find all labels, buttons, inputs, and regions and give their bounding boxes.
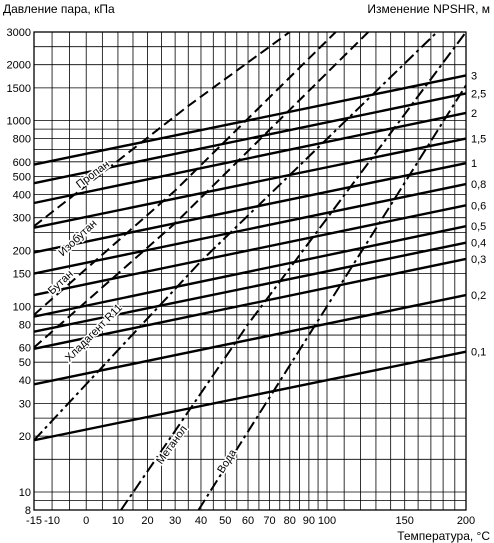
x-tick-label: 10 [112,515,124,527]
npshr-line [33,257,467,351]
npshr-line [33,182,467,275]
series-curve [34,32,438,441]
y-tick-label: 30 [19,398,31,410]
y-tick-label: 10 [19,487,31,499]
x-axis-title: Температура, °С [397,529,490,543]
y-tick-label: 400 [13,189,31,201]
y-tick-label: 1000 [7,116,31,128]
x-tick-label: 40 [195,515,207,527]
x-tick-label: 100 [318,515,336,527]
npshr-line-label: 2,5 [471,88,486,100]
npshr-line-label: 3 [471,70,477,82]
x-tick-label: 20 [141,515,153,527]
npshr-line [33,241,467,333]
npshr-line [33,161,467,254]
y-tick-label: 50 [19,357,31,369]
y-tick-label: 40 [19,375,31,387]
y-tick-label: 500 [13,172,31,184]
npshr-line-label: 0,8 [471,179,486,191]
x-tick-label: 50 [219,515,231,527]
y-tick-label: 20 [19,431,31,443]
npshr-line [33,137,467,229]
x-tick-label: 150 [396,515,414,527]
series-curve [120,32,466,510]
x-tick-label: -10 [44,515,60,527]
npshr-line-label: 1 [471,158,477,170]
x-tick-label: 90 [303,515,315,527]
x-tick-label: 30 [169,515,181,527]
y-tick-label: 200 [13,245,31,257]
npshr-line [33,293,467,386]
y-tick-label: 3000 [7,27,31,39]
y-tick-label: 60 [19,343,31,355]
y-tick-label: 8 [25,505,31,517]
y-tick-label: 150 [13,269,31,281]
x-tick-label: 200 [457,515,475,527]
x-tick-label: 80 [284,515,296,527]
y-tick-label: 800 [13,134,31,146]
npshr-line-label: 0,6 [471,200,486,212]
y-tick-label: 2000 [7,60,31,72]
vapor-pressure-curves [34,32,466,510]
series-curve [34,32,370,349]
npshr-line-label: 2 [471,108,477,120]
left-axis-title: Давление пара, кПа [3,2,115,16]
x-tick-label: 60 [242,515,254,527]
x-tick-label: 0 [83,515,89,527]
x-tick-label: -15 [26,515,42,527]
plot-frame [33,31,467,511]
y-tick-label: 600 [13,157,31,169]
y-tick-label: 100 [13,301,31,313]
npshr-line [33,92,467,185]
npshr-line-label: 0,1 [471,347,486,359]
npshr-line [33,225,467,318]
x-tick-labels: -15 -10 0 10 20 30 40 50 60 70 80 90 100 150 200 [26,515,475,527]
x-tick-label: 70 [263,515,275,527]
series-curve [34,32,337,316]
series-label: Хладагент R11 [63,302,125,364]
series-label: Метанол [154,424,190,467]
npshr-line-label: 0,4 [471,238,486,250]
npshr-line [33,74,467,166]
npshr-line-label: 0,5 [471,221,486,233]
grid [33,31,467,511]
series-curve [34,32,291,227]
y-tick-label: 300 [13,213,31,225]
right-axis-title: Изменение NPSHR, м [367,2,490,16]
npshr-line-label: 0,2 [471,290,486,302]
npshr-line-label: 1,5 [471,134,486,146]
npshr-line [33,350,467,442]
y-tick-label: 1500 [7,83,31,95]
npshr-line [33,204,467,297]
y-tick-labels: 3000 2000 1500 1000 800 600 500 400 300 200 150 100… [7,27,31,517]
npshr-line-label: 0,3 [471,254,486,266]
series-label: Изобутан [56,218,99,259]
y-tick-label: 80 [19,319,31,331]
